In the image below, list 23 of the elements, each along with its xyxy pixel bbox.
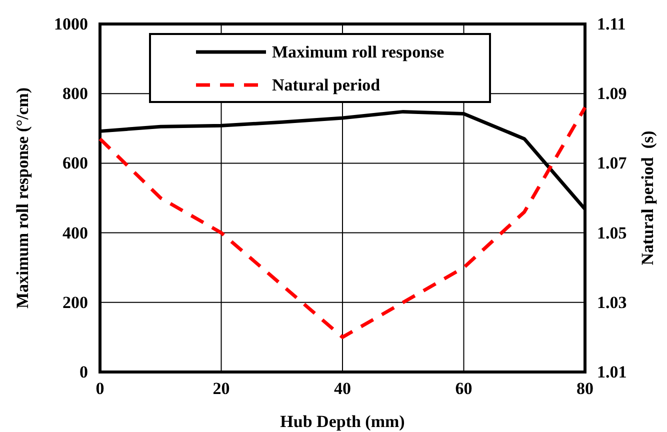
x-tick-label: 60 [455, 379, 472, 398]
y-tick-label: 600 [62, 154, 88, 173]
x-tick-label: 80 [576, 379, 594, 398]
y-tick-label: 1000 [54, 14, 88, 34]
y-tick-label: 0 [80, 362, 88, 382]
x-axis-title: Hub Depth (mm) [280, 412, 405, 431]
y2-tick-label: 1.11 [597, 14, 626, 34]
y-axis-title: Maximum roll response (°/cm) [13, 88, 32, 308]
y2-tick-label: 1.09 [597, 84, 627, 104]
y-tick-label: 800 [62, 84, 88, 104]
y2-tick-label: 1.03 [597, 292, 627, 312]
line-series [98, 106, 587, 339]
y2-tick-label: 1.01 [597, 362, 627, 382]
x-tick-label: 40 [334, 379, 351, 398]
y2-axis-title: Natural period (s) [638, 130, 657, 266]
y-tick-label: 400 [62, 223, 88, 242]
y-tick-label: 200 [62, 292, 88, 312]
x-tick-label: 20 [212, 379, 230, 398]
x-tick-label: 0 [96, 379, 104, 398]
legend-label: Maximum roll response [272, 42, 445, 62]
legend-label: Natural period [272, 76, 381, 94]
y2-tick-label: 1.05 [597, 223, 627, 242]
y2-tick-label: 1.07 [597, 154, 628, 173]
